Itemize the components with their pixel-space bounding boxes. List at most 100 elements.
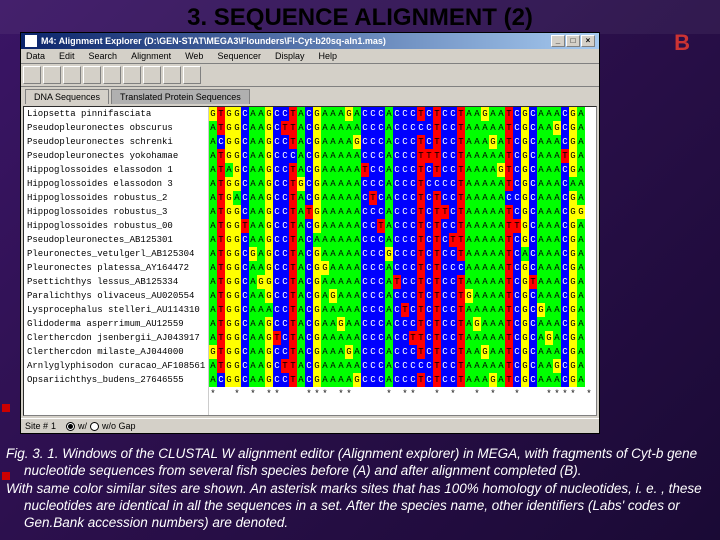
base-cell: C bbox=[281, 163, 289, 177]
base-cell: T bbox=[281, 121, 289, 135]
menu-data[interactable]: Data bbox=[23, 50, 48, 62]
tab-protein[interactable]: Translated Protein Sequences bbox=[111, 89, 250, 104]
tool-copy-icon[interactable] bbox=[83, 66, 101, 84]
base-cell: C bbox=[393, 373, 401, 387]
menu-web[interactable]: Web bbox=[182, 50, 206, 62]
base-cell: A bbox=[497, 177, 505, 191]
species-row[interactable]: Pseudopleuronectes obscurus bbox=[24, 121, 208, 135]
base-cell: A bbox=[345, 135, 353, 149]
sequence-row[interactable]: ATGGCAAGCCTACGAGAAACCCACCCTCTCCTGAAAATCG… bbox=[209, 289, 596, 303]
base-cell: A bbox=[553, 275, 561, 289]
tool-paste-icon[interactable] bbox=[103, 66, 121, 84]
menu-sequencer[interactable]: Sequencer bbox=[214, 50, 264, 62]
base-cell: A bbox=[489, 121, 497, 135]
tab-dna[interactable]: DNA Sequences bbox=[25, 89, 109, 104]
close-button[interactable]: × bbox=[581, 35, 595, 47]
base-cell: A bbox=[545, 219, 553, 233]
species-row[interactable]: Arnlyglyphisodon curacao_AF108561 bbox=[24, 359, 208, 373]
radio-without-gap[interactable] bbox=[90, 422, 99, 431]
sequence-row[interactable]: ATGGCAGGCCTACGAAAAACCCATCCTCTCCTAAAAATCG… bbox=[209, 275, 596, 289]
base-cell: C bbox=[361, 373, 369, 387]
base-cell: C bbox=[561, 205, 569, 219]
base-cell: C bbox=[529, 163, 537, 177]
sequence-row[interactable]: ACGGCAAGCCTACGAAAAGCCCACCCTCTCCTAAAGATCG… bbox=[209, 135, 596, 149]
species-row[interactable]: Pseudopleuronectes yokohamae bbox=[24, 149, 208, 163]
menu-edit[interactable]: Edit bbox=[56, 50, 78, 62]
species-row[interactable]: Pleuronectes_vetulgerl_AB125304 bbox=[24, 247, 208, 261]
base-cell: A bbox=[353, 163, 361, 177]
base-cell: C bbox=[241, 373, 249, 387]
species-row[interactable]: Hippoglossoides elassodon 1 bbox=[24, 163, 208, 177]
base-cell: G bbox=[233, 135, 241, 149]
radio-with-gap[interactable] bbox=[66, 422, 75, 431]
base-cell: A bbox=[329, 121, 337, 135]
species-row[interactable]: Hippoglossoides elassodon 3 bbox=[24, 177, 208, 191]
sequence-row[interactable]: GTGGCAAGCCTACGAAAGACCCACCCTCTCCTAAGAATCG… bbox=[209, 345, 596, 359]
sequence-row[interactable]: ATGGCAAGCTTACGAAAAACCCACCCCCTCCTAAAAATCG… bbox=[209, 359, 596, 373]
species-row[interactable]: Pseudopleuronectes_AB125301 bbox=[24, 233, 208, 247]
base-cell: C bbox=[425, 373, 433, 387]
base-cell: C bbox=[369, 205, 377, 219]
base-cell: T bbox=[217, 233, 225, 247]
base-cell: A bbox=[385, 303, 393, 317]
base-cell: G bbox=[521, 359, 529, 373]
sequence-row[interactable]: ATGACAAGCCTACGAAAAACTCACCCTCTCCTAAAAACCG… bbox=[209, 191, 596, 205]
sequence-row[interactable]: ATGGCAAGCTTACGAAAAACCCACCCCCTCCTAAAAATCG… bbox=[209, 121, 596, 135]
sequence-row[interactable]: ATGGCAAACCTACGAAAAACCCACTCTCTCCTAAAAATCG… bbox=[209, 303, 596, 317]
sequence-row[interactable]: ATGGCAAGCCCACGAAAAACCCACCCTTTCCTAAAAATCG… bbox=[209, 149, 596, 163]
sequence-row[interactable]: ATGGCAAGCCTACGAAGAACCCACCCTCTCCTAGAAATCG… bbox=[209, 317, 596, 331]
sequence-row[interactable]: ATGGCAAGCCTACAAAAAACCCACCCTCTCTTAAAAATCG… bbox=[209, 233, 596, 247]
tool-zoom-icon[interactable] bbox=[163, 66, 181, 84]
base-cell: C bbox=[409, 177, 417, 191]
sequence-row[interactable]: ATAGCAAGCCTACGAAAAATCCACCCTCTCCTAAAAGTCG… bbox=[209, 163, 596, 177]
base-cell: T bbox=[273, 331, 281, 345]
base-cell: A bbox=[345, 233, 353, 247]
species-row[interactable]: Psettichthys lessus_AB125334 bbox=[24, 275, 208, 289]
sequence-row[interactable]: ATGGTAAGCCTACGAAAAACCTACCCTCTCCTAAAAATTG… bbox=[209, 219, 596, 233]
base-cell: A bbox=[537, 163, 545, 177]
consensus-mark bbox=[297, 387, 305, 401]
species-row[interactable]: Lysprocephalus stelleri_AU114310 bbox=[24, 303, 208, 317]
sequence-row[interactable]: ATGGCAAGCCTGCGAAAAACCCACCCTCCCCTAAAAATCG… bbox=[209, 177, 596, 191]
base-cell: C bbox=[409, 149, 417, 163]
sequence-row[interactable]: GTGGCAAGCCTACGAAAGACCCACCCTCTCCTAAGAATCG… bbox=[209, 107, 596, 121]
species-row[interactable]: Pleuronectes platessa_AY164472 bbox=[24, 261, 208, 275]
species-row[interactable]: Glidoderma asperrimum_AU12559 bbox=[24, 317, 208, 331]
menu-search[interactable]: Search bbox=[86, 50, 121, 62]
tool-font-icon[interactable] bbox=[183, 66, 201, 84]
species-row[interactable]: Pseudopleuronectes schrenki bbox=[24, 135, 208, 149]
species-row[interactable]: Clerthercdon milaste_AJ044000 bbox=[24, 345, 208, 359]
tool-save-icon[interactable] bbox=[43, 66, 61, 84]
base-cell: G bbox=[569, 163, 577, 177]
tool-open-icon[interactable] bbox=[23, 66, 41, 84]
sequence-row[interactable]: ACGGCAAGCCTACGAAAAGCCCACCCTCTCCTAAAGATCG… bbox=[209, 373, 596, 387]
base-cell: C bbox=[513, 135, 521, 149]
menu-display[interactable]: Display bbox=[272, 50, 308, 62]
base-cell: A bbox=[249, 275, 257, 289]
tool-align-icon[interactable] bbox=[123, 66, 141, 84]
tool-cut-icon[interactable] bbox=[63, 66, 81, 84]
base-cell: T bbox=[505, 107, 513, 121]
base-cell: G bbox=[313, 247, 321, 261]
sequence-row[interactable]: ATGGCAAGCCTATGAAAAACCCACCCTCTTCTAAAAATCG… bbox=[209, 205, 596, 219]
sequence-row[interactable]: ATGGCAAGTCTACGAAAAACCCACCTTCTCCTAAAAATCG… bbox=[209, 331, 596, 345]
menu-help[interactable]: Help bbox=[316, 50, 341, 62]
minimize-button[interactable]: _ bbox=[551, 35, 565, 47]
sequence-row[interactable]: ATGGCAAGCCTACGGAAAACCCACCCTCTCCCAAAAATCG… bbox=[209, 261, 596, 275]
base-cell: A bbox=[489, 345, 497, 359]
maximize-button[interactable]: □ bbox=[566, 35, 580, 47]
base-cell: C bbox=[561, 373, 569, 387]
species-row[interactable]: Opsariichthys_budens_27646555 bbox=[24, 373, 208, 387]
base-cell: C bbox=[449, 107, 457, 121]
sequence-row[interactable]: ATGGCGAGCCTACGAAAAACCCGCCCTCTCCTAAAAATCA… bbox=[209, 247, 596, 261]
base-cell: C bbox=[561, 233, 569, 247]
species-row[interactable]: Hippoglossoides robustus_00 bbox=[24, 219, 208, 233]
species-row[interactable]: Clerthercdon jsenbergii_AJ043917 bbox=[24, 331, 208, 345]
species-row[interactable]: Liopsetta pinnifasciata bbox=[24, 107, 208, 121]
tool-search-icon[interactable] bbox=[143, 66, 161, 84]
species-row[interactable]: Hippoglossoides robustus_3 bbox=[24, 205, 208, 219]
base-cell: T bbox=[217, 163, 225, 177]
species-row[interactable]: Paralichthys olivaceus_AU020554 bbox=[24, 289, 208, 303]
menu-alignment[interactable]: Alignment bbox=[128, 50, 174, 62]
species-row[interactable]: Hippoglossoides robustus_2 bbox=[24, 191, 208, 205]
